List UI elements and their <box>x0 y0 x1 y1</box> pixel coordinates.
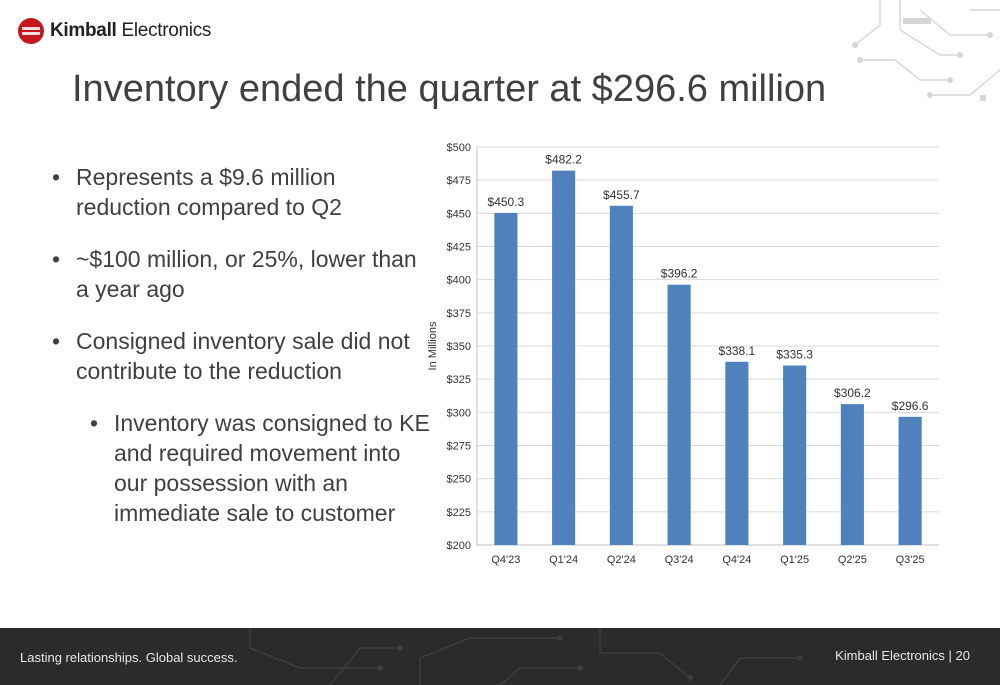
data-label: $455.7 <box>603 188 640 202</box>
x-tick-label: Q1'25 <box>780 554 809 566</box>
bar <box>840 404 864 545</box>
y-tick-label: $225 <box>447 507 471 519</box>
y-tick-label: $425 <box>447 242 471 254</box>
x-tick-label: Q1'24 <box>549 554 578 566</box>
x-tick-label: Q3'25 <box>896 554 925 566</box>
footer-bar: Lasting relationships. Global success. K… <box>0 628 1000 685</box>
bullet-item: Consigned inventory sale did not contrib… <box>52 326 432 386</box>
data-label: $296.6 <box>892 399 929 413</box>
footer-company-page: Kimball Electronics | 20 <box>835 648 970 663</box>
x-tick-label: Q4'24 <box>722 554 751 566</box>
bar <box>667 284 691 545</box>
data-label: $335.3 <box>776 348 813 362</box>
inventory-bar-chart: $200 $225 $250 $275 $300 $325 $350 $375 $400 $425… <box>427 142 939 566</box>
bar <box>494 212 518 545</box>
y-tick-label: $300 <box>447 407 471 419</box>
bar <box>898 416 922 545</box>
kimball-logo-icon <box>18 18 44 44</box>
bullet-list: Represents a $9.6 million reduction comp… <box>52 162 432 550</box>
y-tick-label: $400 <box>447 275 471 287</box>
footer-circuit-icon <box>249 628 803 685</box>
bullet-item: Represents a $9.6 million reduction comp… <box>52 162 432 222</box>
bar <box>725 361 749 545</box>
footer-tagline: Lasting relationships. Global success. <box>20 650 238 665</box>
x-tick-label: Q4'23 <box>491 554 520 566</box>
brand-name: Kimball Electronics <box>50 20 212 41</box>
sub-bullet-item: Inventory was consigned to KE and requir… <box>90 408 432 528</box>
data-label: $396.2 <box>661 267 698 281</box>
kimball-logo: Kimball Electronics <box>18 18 211 44</box>
slide-title: Inventory ended the quarter at $296.6 mi… <box>72 68 827 110</box>
bar <box>783 365 807 545</box>
bullet-item: ~$100 million, or 25%, lower than a year… <box>52 244 432 304</box>
data-label: $306.2 <box>834 386 871 400</box>
y-tick-label: $450 <box>447 208 471 220</box>
y-tick-label: $275 <box>447 441 471 453</box>
data-label: $482.2 <box>545 153 582 167</box>
data-label: $338.1 <box>719 344 756 358</box>
x-tick-label: Q2'24 <box>607 554 636 566</box>
y-axis-label: In Millions <box>427 321 439 370</box>
y-tick-label: $475 <box>447 175 471 187</box>
circuit-decoration-icon <box>852 0 1000 101</box>
data-label: $450.3 <box>488 195 525 209</box>
page-number: 20 <box>955 648 970 663</box>
bar <box>552 170 576 545</box>
y-tick-label: $250 <box>447 474 471 486</box>
y-tick-label: $500 <box>447 142 471 154</box>
x-tick-label: Q2'25 <box>838 554 867 566</box>
footer-company: Kimball Electronics <box>835 648 945 663</box>
y-tick-label: $325 <box>447 374 471 386</box>
bar <box>609 205 633 545</box>
x-tick-label: Q3'24 <box>665 554 694 566</box>
y-tick-label: $375 <box>447 308 471 320</box>
y-tick-label: $200 <box>447 540 471 552</box>
y-tick-label: $350 <box>447 341 471 353</box>
